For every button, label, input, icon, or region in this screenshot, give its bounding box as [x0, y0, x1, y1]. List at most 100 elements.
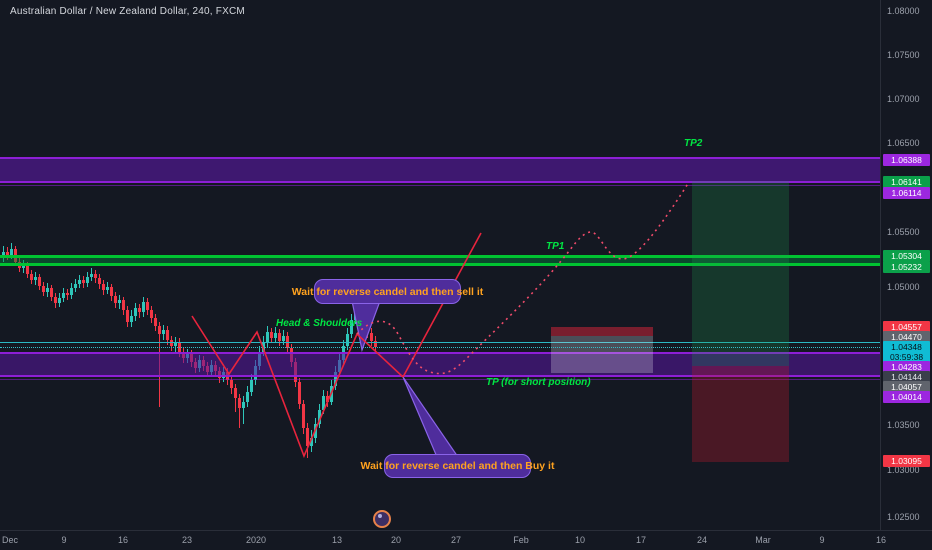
supply-zone-rectangle[interactable] [0, 157, 880, 183]
candle-body [138, 308, 141, 312]
candle-body [106, 287, 109, 290]
candle-body [230, 380, 233, 388]
buy-bubble-tail [402, 376, 460, 458]
time-axis-label: 9 [61, 535, 67, 545]
price-badge: 1.04057 [883, 381, 930, 393]
idea-avatar-marker[interactable] [373, 510, 391, 528]
price-badge: 1.04144 [883, 371, 930, 383]
tp1-level-lines[interactable] [0, 255, 880, 266]
price-badge: 1.04557 [883, 321, 930, 333]
candle-body [146, 302, 149, 310]
breakout-trend-line[interactable] [402, 232, 482, 378]
price-badge: 1.06141 [883, 176, 930, 188]
horizontal-level-line[interactable] [0, 342, 880, 343]
price-axis[interactable]: 1.08000 1.07500 1.07000 1.06500 1.05500 1.050… [880, 0, 932, 530]
candle-body [242, 402, 245, 408]
tp2-label[interactable]: TP2 [684, 138, 703, 149]
demand-zone-rectangle[interactable] [0, 352, 880, 377]
candle-body [322, 396, 325, 410]
price-badge: 1.06388 [883, 154, 930, 166]
candle-body [174, 342, 177, 346]
countdown-badge: 03:59:38 [883, 351, 930, 363]
price-axis-label: 1.03500 [887, 420, 920, 430]
candle-body [306, 428, 309, 446]
time-axis-label: 16 [875, 535, 887, 545]
supply-zone-lower-border [0, 185, 880, 186]
candle-body [86, 277, 89, 283]
candle-body [170, 340, 173, 346]
current-price-line [0, 347, 880, 348]
long-position-stop-box[interactable] [692, 366, 789, 462]
price-badge: 1.04283 [883, 361, 930, 373]
candle-body [70, 288, 73, 295]
price-badge: 1.04348 [883, 341, 930, 353]
candle-body [42, 286, 45, 292]
candle-body [234, 388, 237, 398]
candle-body [130, 316, 133, 322]
candle-body [274, 333, 277, 338]
short-position-profit-box[interactable] [551, 336, 653, 373]
buy-note-bubble[interactable]: Wait for reverse candel and then Buy it [361, 454, 554, 478]
symbol-title[interactable]: Australian Dollar / New Zealand Dollar, … [10, 6, 245, 17]
candle-body [126, 310, 129, 322]
candle-body [82, 280, 85, 283]
candle-body [374, 341, 377, 347]
candle-body [30, 274, 33, 280]
price-badge: 1.06114 [883, 187, 930, 199]
candle-body [346, 334, 349, 346]
price-badge: 1.04470 [883, 331, 930, 343]
time-axis[interactable]: Dec 9 16 23 2020 13 20 27 Feb 10 17 24 Mar 9 16 [0, 530, 932, 550]
candle-body [38, 277, 41, 286]
candle-body [26, 265, 29, 274]
sell-note-bubble[interactable]: Wait for reverse candel and then sell it [292, 279, 483, 304]
time-axis-label: 10 [574, 535, 586, 545]
head-shoulders-trend-line[interactable] [191, 315, 404, 459]
tp-short-label[interactable]: TP (for short position) [486, 377, 591, 388]
candle-body [278, 333, 281, 341]
price-axis-label: 1.06500 [887, 138, 920, 148]
time-axis-label: 2020 [245, 535, 267, 545]
candle-body [302, 404, 305, 428]
candle-body [246, 392, 249, 402]
candle-body [46, 288, 49, 292]
time-axis-label: 24 [696, 535, 708, 545]
price-projection-dotted-path[interactable] [356, 181, 690, 375]
price-axis-label: 1.07500 [887, 50, 920, 60]
candle-body [78, 280, 81, 284]
price-badge: 1.03095 [883, 455, 930, 467]
price-axis-label: 1.05500 [887, 227, 920, 237]
candle-body [134, 308, 137, 316]
short-position-stop-box[interactable] [551, 327, 653, 336]
time-axis-label: Mar [755, 535, 771, 545]
candle-body [122, 300, 125, 310]
candle-body [266, 332, 269, 342]
candle-body [34, 277, 37, 280]
price-badge: 1.05232 [883, 261, 930, 273]
price-axis-label: 1.08000 [887, 6, 920, 16]
candle-body [250, 380, 253, 392]
candle-body [370, 333, 373, 341]
tp1-label[interactable]: TP1 [546, 241, 565, 252]
price-axis-label: 1.02500 [887, 512, 920, 522]
candle-body [350, 320, 353, 334]
candle-body [102, 284, 105, 290]
time-axis-label: 27 [450, 535, 462, 545]
time-axis-label: Dec [1, 535, 19, 545]
candle-body [66, 293, 69, 295]
head-shoulders-label[interactable]: Head & Shoulders [276, 318, 363, 329]
candle-body [282, 336, 285, 341]
candle-body [166, 330, 169, 340]
time-axis-label: 17 [635, 535, 647, 545]
price-axis-label: 1.05000 [887, 282, 920, 292]
candle-body [326, 396, 329, 402]
time-axis-label: 20 [390, 535, 402, 545]
candle-body [298, 382, 301, 404]
candle-body [50, 288, 53, 297]
long-position-profit-box[interactable] [692, 181, 789, 366]
candle-body [142, 302, 145, 312]
price-axis-label: 1.07000 [887, 94, 920, 104]
price-axis-label: 1.03000 [887, 465, 920, 475]
candle-body [10, 249, 13, 256]
